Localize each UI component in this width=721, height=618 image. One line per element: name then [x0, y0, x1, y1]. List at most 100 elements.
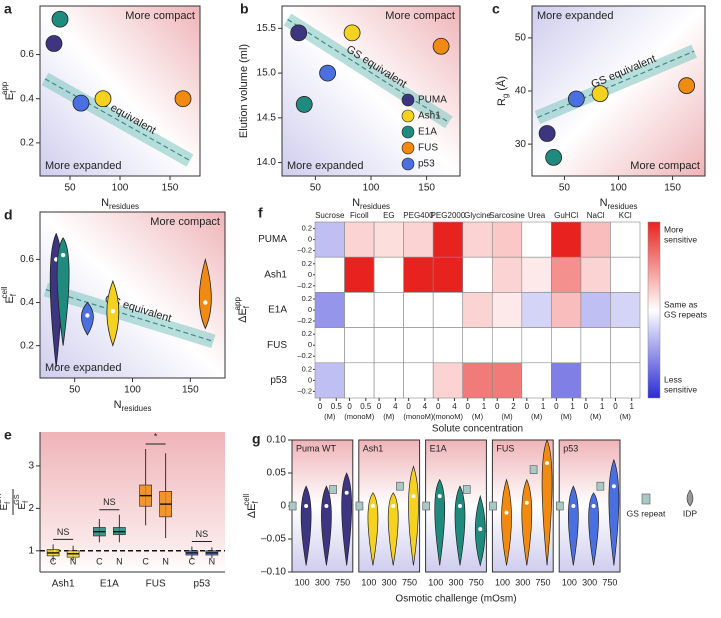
legend-marker	[401, 109, 415, 123]
x-tick-label: 0.5	[360, 402, 372, 411]
x-axis-label-part: N	[101, 197, 109, 209]
heatmap-cell	[551, 221, 582, 258]
y-axis-label-part: app	[0, 81, 9, 95]
violin	[367, 492, 379, 566]
x-tick-unit: (M)	[620, 412, 632, 421]
data-point	[432, 37, 450, 55]
box-label: N	[116, 556, 123, 566]
y-axis-label-part: f	[3, 502, 12, 504]
y-tick-label: 0.2	[302, 329, 312, 338]
violin	[567, 485, 579, 566]
violin-median	[324, 504, 329, 508]
y-axis-label: ΔEfcell	[242, 494, 260, 519]
heatmap-cell	[314, 327, 345, 364]
legend-marker	[686, 489, 694, 507]
x-tick-label: 0	[347, 402, 352, 411]
y-axis-label-part: E	[17, 503, 28, 510]
violin	[521, 478, 533, 566]
heatmap-cell	[551, 292, 582, 328]
heatmap-cell	[491, 221, 523, 258]
y-tick-label: 0.2	[302, 294, 312, 303]
annotation: More expanded	[45, 362, 121, 374]
y-tick-label: –0.2	[297, 281, 312, 290]
violin-median	[344, 490, 349, 495]
row-label: Ash1	[264, 269, 287, 280]
y-tick-label: –0.2	[297, 316, 312, 325]
y-axis-label-part: app	[233, 297, 242, 311]
x-tick-label: 300	[448, 577, 463, 587]
x-tick-label: 1	[541, 402, 546, 411]
y-tick-label: 50	[515, 33, 527, 44]
violin-median	[524, 500, 529, 505]
x-tick-label: 300	[315, 577, 330, 587]
y-tick-label: 0	[308, 235, 312, 244]
heatmap-cell	[432, 327, 464, 364]
annotation: More expanded	[45, 160, 121, 172]
x-axis-label-part: N	[600, 197, 608, 209]
heatmap-cell	[610, 256, 641, 293]
y-tick-label: 0.6	[20, 254, 34, 265]
y-axis-label-part: g	[501, 94, 510, 98]
column-label: Glycine	[464, 211, 491, 220]
y-axis-label: Rg (Å)	[495, 76, 510, 106]
y-axis-label-part: R	[496, 98, 508, 106]
x-tick-unit: (M)	[531, 412, 543, 421]
y-tick-label: 0.2	[302, 364, 312, 373]
annotation: More compact	[385, 10, 455, 22]
row-label: PUMA	[258, 234, 287, 245]
heatmap-cell	[491, 256, 523, 293]
y-tick-label: 14.5	[257, 112, 277, 123]
group-title: p53	[563, 443, 578, 453]
x-tick-unit: (M)	[472, 412, 484, 421]
box-label: C	[189, 556, 196, 566]
group-title: FUS	[496, 443, 514, 453]
x-axis-label-part: residues	[360, 202, 390, 211]
x-tick-unit: (M)	[324, 412, 336, 421]
gs-box	[355, 501, 364, 511]
x-axis-label: Nresidues	[352, 197, 390, 211]
x-tick-label: 1	[600, 402, 605, 411]
annotation: More compact	[630, 160, 700, 172]
heatmap-cell	[432, 221, 464, 258]
x-axis-label: Nresidues	[101, 197, 139, 211]
colorbar-label: sensitive	[664, 384, 697, 394]
x-axis-label: Solute concentration	[432, 424, 523, 435]
data-point	[319, 64, 337, 82]
data-point	[72, 94, 90, 112]
legend-label: IDP	[683, 508, 698, 518]
sig-label: NS	[196, 529, 209, 539]
x-tick-label: 150	[182, 385, 199, 396]
x-tick-label: 1	[629, 402, 634, 411]
box-label: C	[142, 556, 149, 566]
panel-label: b	[240, 1, 249, 17]
heatmap-cell	[610, 292, 641, 328]
x-tick-label: 4	[393, 402, 398, 411]
x-tick-label: 750	[602, 577, 617, 587]
column-label: PEG2000	[431, 211, 466, 220]
panel-label: f	[258, 205, 263, 221]
y-axis-label-part: ΔE	[237, 308, 249, 323]
x-tick-label: 0	[584, 402, 589, 411]
data-point	[567, 90, 585, 108]
x-axis-label-part: residues	[122, 404, 152, 413]
data-point	[343, 24, 361, 42]
group-title: Puma WT	[296, 443, 337, 453]
x-tick-label: 4	[452, 402, 457, 411]
gs-box	[329, 485, 337, 494]
heatmap-cell	[521, 256, 552, 293]
y-tick-label: 30	[515, 139, 527, 150]
panel-label: c	[492, 1, 500, 17]
heatmap-cell	[491, 362, 523, 399]
x-tick-label: 0	[466, 402, 471, 411]
violin	[541, 439, 553, 566]
heatmap-cell	[432, 256, 464, 293]
x-tick-label: 0	[318, 402, 323, 411]
violin-median	[504, 510, 509, 515]
heatmap-cell	[403, 221, 434, 258]
data-point	[678, 77, 696, 95]
x-tick-unit: (monoM)	[403, 412, 434, 421]
x-tick-label: 50	[64, 183, 76, 194]
group-title: Ash1	[363, 443, 384, 453]
x-tick-label: 4	[423, 402, 428, 411]
